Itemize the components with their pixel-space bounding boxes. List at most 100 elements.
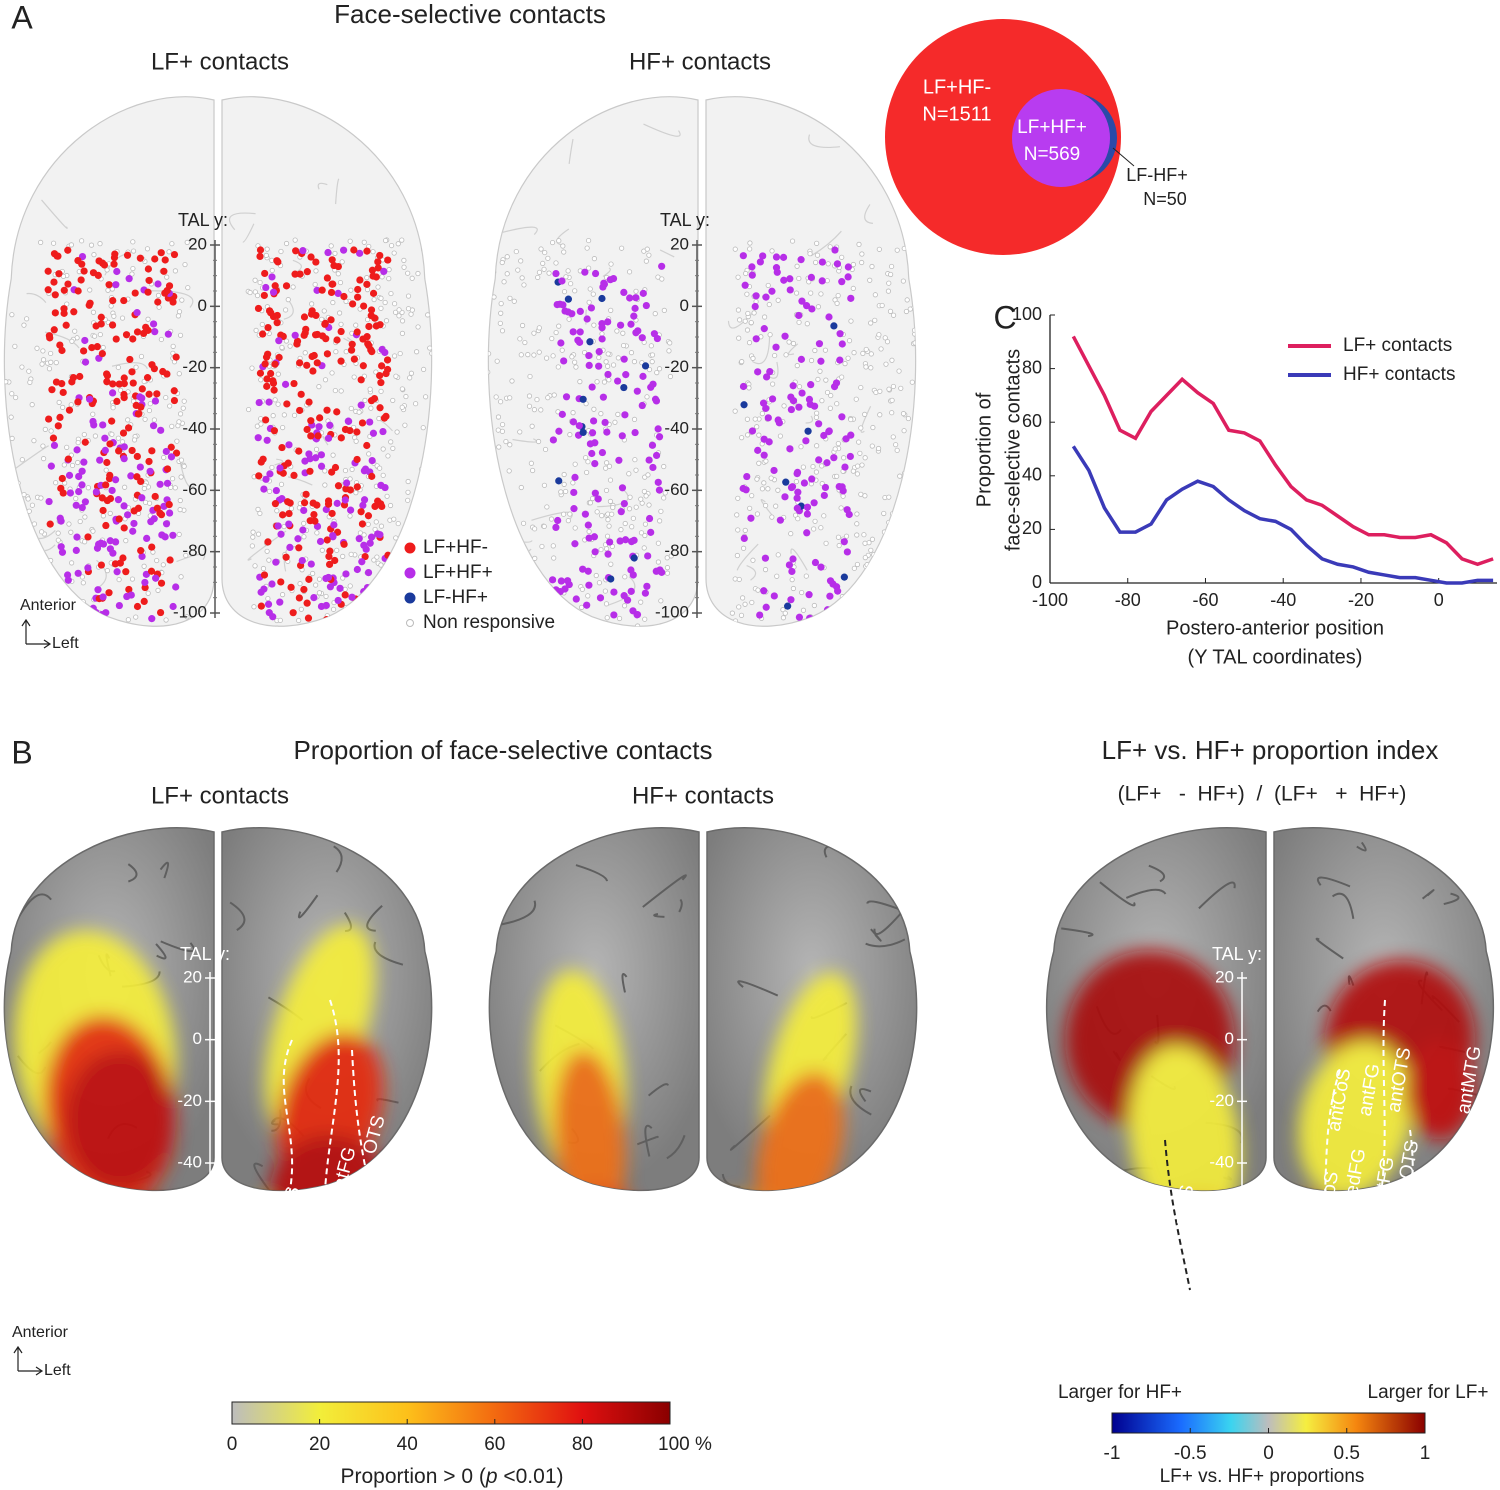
- contact-dot: [97, 561, 106, 569]
- contact-dot: [754, 368, 762, 376]
- gyrus: [373, 941, 404, 966]
- contact-dot: [281, 380, 290, 388]
- contact-dot: [790, 340, 797, 347]
- contact-dot: [260, 571, 269, 579]
- contact-dot: [368, 266, 377, 274]
- contact-dot: [75, 618, 81, 624]
- contact-dot: [542, 446, 549, 453]
- contact-dot: [58, 474, 66, 483]
- contact-dot: [110, 260, 118, 268]
- contact-dot: [13, 483, 19, 489]
- contact-dot: [151, 417, 157, 423]
- contact-dot: [638, 530, 645, 536]
- contact-dot: [532, 526, 538, 532]
- contact-dot: [572, 461, 578, 467]
- contact-dot: [382, 237, 389, 244]
- contact-dot: [31, 521, 38, 527]
- contact-dot: [170, 250, 179, 259]
- contact-dot: [52, 378, 61, 386]
- contact-dot: [409, 275, 415, 281]
- contact-dot: [64, 280, 72, 288]
- contact-dot: [92, 433, 98, 439]
- contact-dot: [307, 432, 315, 440]
- contact-dot: [770, 466, 778, 475]
- contact-dot: [839, 608, 845, 614]
- contact-dot: [808, 475, 816, 483]
- contact-dot: [418, 502, 424, 509]
- contact-dot: [591, 459, 599, 468]
- contact-dot: [280, 424, 286, 431]
- tal-tick-label: 0: [680, 296, 689, 315]
- contact-dot: [45, 332, 53, 340]
- contact-dot: [888, 556, 894, 563]
- contact-dot: [380, 606, 388, 614]
- contact-dot: [140, 329, 148, 338]
- contact-dot: [283, 240, 290, 247]
- contact-dot: [129, 335, 137, 343]
- contact-dot: [911, 282, 916, 288]
- contact-dot: [890, 434, 896, 440]
- colorbar: [231, 1401, 671, 1425]
- contact-dot: [734, 552, 740, 559]
- contact-dot: [26, 576, 32, 582]
- gyrus: [1080, 1160, 1086, 1185]
- contact-dot: [501, 279, 507, 285]
- contact-dot: [591, 489, 599, 497]
- contact-dot: [77, 518, 83, 525]
- contact-dot: [772, 343, 780, 351]
- contact-dot: [786, 286, 794, 294]
- contact-dot: [318, 286, 326, 294]
- contact-dot: [109, 380, 117, 388]
- contact-dot: [495, 555, 502, 561]
- contact-dot: [419, 519, 425, 525]
- contact-dot: [316, 414, 324, 422]
- contact-dot: [912, 340, 916, 346]
- contact-dot: [585, 361, 593, 369]
- gyrus: [531, 511, 573, 521]
- tal-tick-label: 0: [193, 1029, 202, 1048]
- contact-dot: [363, 247, 371, 255]
- contact-dot: [261, 360, 269, 368]
- contact-dot: [601, 379, 608, 385]
- contact-dot: [772, 264, 781, 272]
- contact-dot: [560, 357, 568, 365]
- heat-blob: [65, 1050, 175, 1190]
- contact-dot: [590, 417, 598, 425]
- contact-dot: [356, 276, 364, 284]
- contact-dot: [781, 493, 789, 501]
- contact-dot: [863, 364, 869, 370]
- contact-dot: [254, 292, 261, 299]
- contact-dot: [347, 513, 353, 519]
- contact-dot: [377, 589, 383, 595]
- contact-dot: [876, 332, 882, 338]
- contact-dot: [262, 353, 271, 361]
- contact-dot: [548, 516, 555, 522]
- contact-dot: [532, 555, 538, 561]
- contact-dot: [66, 521, 72, 527]
- contact-dot: [830, 454, 838, 462]
- contact-dot: [78, 503, 86, 512]
- contact-dot: [141, 485, 147, 492]
- contact-dot: [130, 519, 138, 528]
- contact-dot: [351, 374, 357, 380]
- contact-dot: [396, 307, 402, 313]
- tal-tick-label: -100: [173, 602, 207, 621]
- contact-dot: [347, 506, 355, 514]
- contact-dot: [257, 279, 263, 286]
- contact-dot: [172, 449, 181, 457]
- contact-dot: [387, 502, 394, 509]
- contact-dot: [519, 275, 525, 281]
- contact-dot: [610, 611, 618, 619]
- contact-dot: [154, 280, 162, 288]
- contact-dot: [367, 386, 373, 392]
- contact-dot: [0, 567, 4, 571]
- contact-dot: [310, 570, 316, 577]
- contact-dot: [851, 350, 857, 356]
- contact-dot: [183, 552, 189, 559]
- contact-dot: [145, 276, 153, 285]
- contact-dot: [377, 481, 385, 489]
- contact-dot: [402, 422, 408, 428]
- contact-dot: [628, 350, 635, 356]
- contact-dot: [859, 259, 865, 266]
- contact-dot: [160, 267, 168, 275]
